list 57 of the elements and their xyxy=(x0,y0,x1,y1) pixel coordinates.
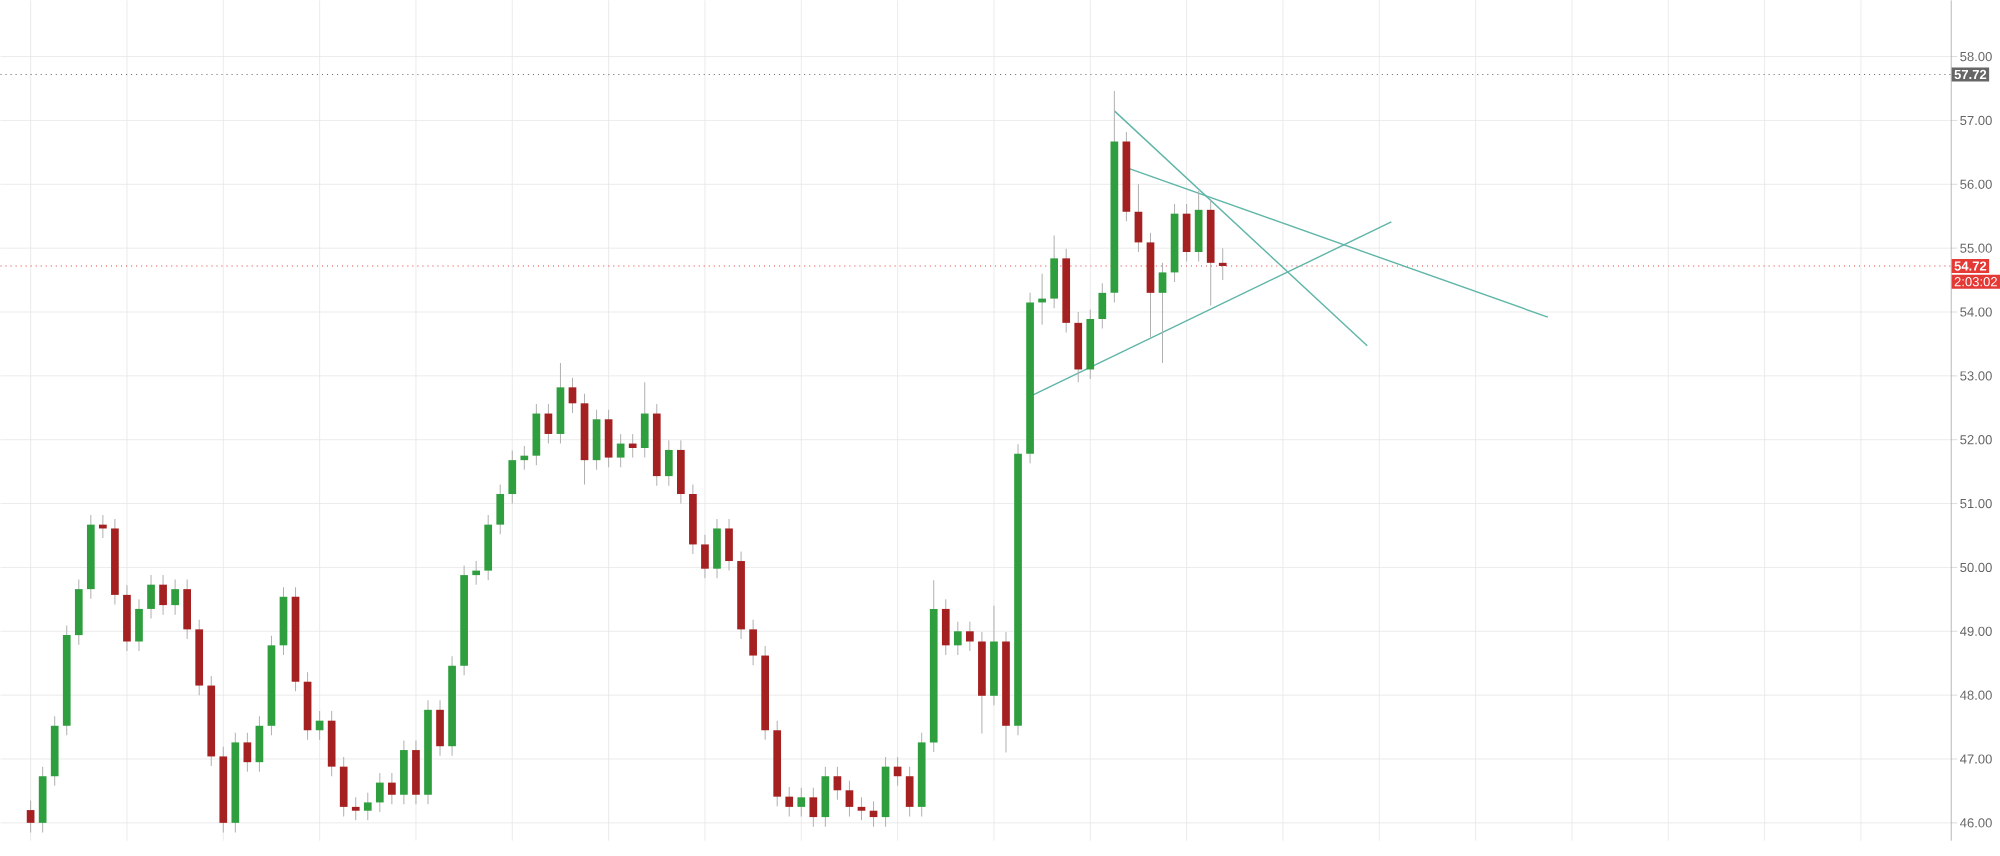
candlestick xyxy=(388,772,396,805)
candlestick xyxy=(821,766,830,828)
candlestick xyxy=(159,574,167,616)
candlestick xyxy=(520,445,529,471)
candlestick xyxy=(1158,262,1167,364)
candlestick xyxy=(845,780,854,818)
candlestick xyxy=(363,792,372,821)
candlestick xyxy=(496,483,505,535)
candlestick xyxy=(701,534,709,579)
candlestick xyxy=(147,574,155,620)
candlestick xyxy=(26,800,35,833)
candlestick xyxy=(713,518,721,579)
candlestick xyxy=(857,796,866,821)
candlestick xyxy=(1098,282,1107,330)
candlestick xyxy=(568,377,577,414)
candlestick xyxy=(375,772,384,813)
candlestick xyxy=(1182,203,1191,263)
candlestick xyxy=(74,579,83,646)
candlestick xyxy=(183,579,192,640)
candlestick xyxy=(556,362,565,445)
candlestick xyxy=(255,715,264,773)
candlestick xyxy=(664,439,673,487)
candlestick xyxy=(604,409,613,468)
candlestick xyxy=(327,710,336,777)
candlestick xyxy=(436,699,444,757)
candlestick xyxy=(833,766,842,801)
candlestick xyxy=(1218,247,1227,281)
candlestick xyxy=(941,598,950,656)
candlestick xyxy=(484,514,493,581)
candlestick xyxy=(797,787,806,818)
candlestick xyxy=(532,403,541,466)
candlestick xyxy=(1194,190,1203,263)
candlestick xyxy=(628,433,637,459)
candlestick xyxy=(616,433,625,468)
candlestick xyxy=(1074,311,1083,383)
candlestick xyxy=(749,619,757,666)
candlestick xyxy=(905,766,914,818)
candlestick xyxy=(123,584,131,652)
candlestick xyxy=(953,621,962,656)
candlestick xyxy=(677,439,685,505)
candlestick xyxy=(809,787,818,828)
candlestick xyxy=(339,756,348,818)
candlestick xyxy=(351,796,360,821)
candlestick xyxy=(966,621,974,652)
candlestick xyxy=(38,766,47,833)
candlestick xyxy=(400,740,408,805)
candlestick xyxy=(243,732,252,773)
candlestick xyxy=(412,740,420,805)
candlestick xyxy=(472,560,481,586)
candlestick xyxy=(135,598,143,652)
candlestick xyxy=(1050,234,1058,309)
candlestick xyxy=(508,450,517,505)
candlestick xyxy=(785,786,794,818)
candlestick xyxy=(592,409,601,471)
candlestick xyxy=(725,518,733,572)
candlestick xyxy=(640,381,649,459)
candlestick xyxy=(171,579,179,616)
